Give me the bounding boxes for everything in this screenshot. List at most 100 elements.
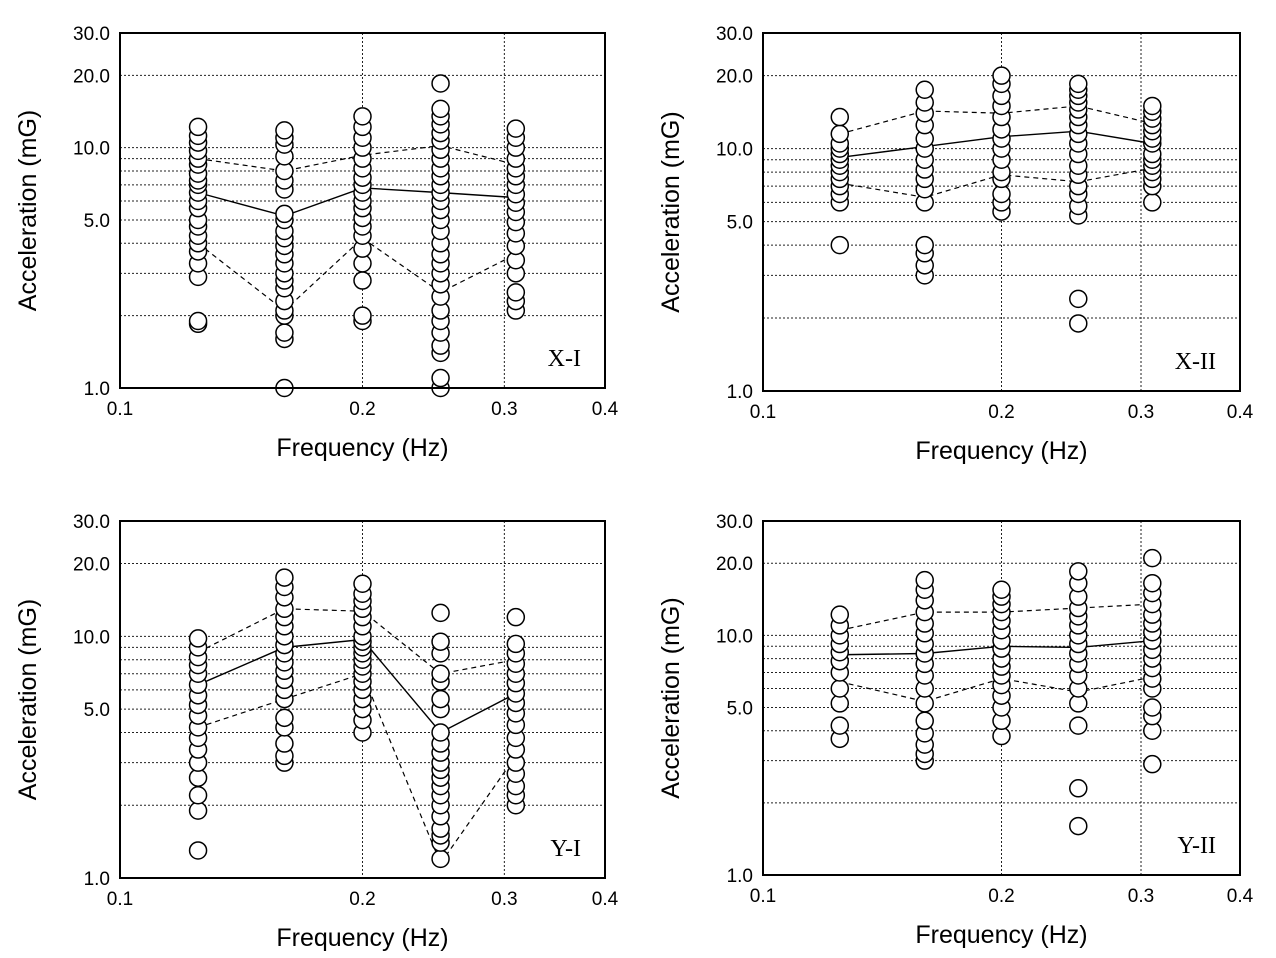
y-tick-label: 1.0 [727, 866, 753, 887]
y-axis-label: Acceleration (mG) [657, 597, 685, 798]
data-point [275, 323, 294, 342]
y-tick-label: 30.0 [73, 512, 110, 533]
data-point [353, 107, 372, 126]
panel-label: Y-II [1177, 833, 1216, 859]
data-point [830, 235, 850, 255]
data-point [830, 716, 850, 735]
data-point [188, 311, 208, 331]
data-point [275, 568, 294, 587]
data-point [1143, 96, 1162, 116]
y-tick-label: 5.0 [727, 213, 753, 234]
data-point [992, 726, 1011, 746]
data-point [1143, 573, 1162, 593]
data-point [275, 708, 294, 728]
x-tick-label: 0.2 [988, 402, 1014, 423]
data-point [275, 734, 294, 753]
y-axis-label: Acceleration (mG) [657, 111, 685, 312]
panel-label: Y-I [550, 836, 581, 862]
data-point [1069, 314, 1088, 333]
data-point [188, 629, 208, 648]
x-tick-label: 0.4 [1227, 402, 1254, 423]
y-tick-label: 30.0 [73, 24, 110, 45]
y-tick-label: 20.0 [716, 67, 753, 88]
data-point [506, 283, 526, 302]
x-tick-label: 0.2 [349, 889, 375, 910]
y-tick-label: 10.0 [716, 626, 753, 647]
data-point [1143, 754, 1162, 774]
y-tick-label: 10.0 [73, 139, 110, 160]
chart-panel-2: 1.0 5.0 10.0 20.0 30.0 0.1 0.2 0.3 0.4 Frequency … [657, 24, 1254, 465]
chart-panel-4: 1.0 5.0 10.0 20.0 30.0 0.1 0.2 0.3 0.4 Frequency … [657, 512, 1254, 949]
y-tick-label: 10.0 [73, 627, 110, 648]
data-point [1069, 816, 1088, 836]
data-point [353, 574, 372, 594]
y-tick-label: 30.0 [716, 24, 753, 45]
data-point [431, 99, 450, 119]
y-tick-label: 1.0 [84, 379, 110, 400]
x-tick-label: 0.2 [349, 399, 375, 420]
data-point [431, 849, 450, 869]
data-point [188, 117, 208, 137]
data-point [431, 632, 450, 651]
chart-panel-1: 1.0 5.0 10.0 20.0 30.0 0.1 0.2 0.3 0.4 Frequency … [14, 24, 619, 462]
chart-panel-3: 1.0 5.0 10.0 20.0 30.0 0.1 0.2 0.3 0.4 Frequency … [14, 512, 619, 952]
data-point [431, 664, 450, 684]
data-point [506, 119, 526, 138]
data-point [1143, 548, 1162, 568]
lower-bound-line [839, 676, 1153, 703]
plot-frame [762, 32, 1241, 392]
data-point [992, 66, 1011, 85]
x-axis-label: Frequency (Hz) [915, 437, 1087, 465]
data-point [188, 785, 208, 805]
y-tick-label: 1.0 [727, 382, 753, 403]
data-point [506, 607, 526, 627]
plot-frame [119, 32, 606, 389]
y-axis-label: Acceleration (mG) [14, 599, 42, 800]
data-point [431, 603, 450, 623]
plot-frame [119, 520, 606, 879]
y-tick-label: 10.0 [716, 140, 753, 161]
data-point [506, 634, 526, 654]
plot-frame [762, 520, 1241, 876]
data-point [353, 306, 372, 325]
y-tick-label: 5.0 [84, 700, 110, 721]
x-axis-label: Frequency (Hz) [276, 434, 448, 462]
y-tick-label: 30.0 [716, 512, 753, 533]
x-tick-label: 0.3 [491, 889, 517, 910]
data-point [1069, 716, 1088, 735]
data-point [1143, 193, 1162, 212]
data-point [1069, 289, 1088, 309]
x-tick-label: 0.1 [107, 399, 133, 420]
data-point [830, 107, 850, 127]
data-point [915, 711, 934, 731]
x-tick-label: 0.4 [592, 889, 619, 910]
data-point [915, 80, 934, 99]
y-axis-label: Acceleration (mG) [14, 110, 42, 311]
y-tick-label: 20.0 [716, 554, 753, 575]
panel-label: X-II [1175, 349, 1216, 375]
y-tick-label: 5.0 [727, 698, 753, 719]
y-tick-label: 5.0 [84, 211, 110, 232]
y-tick-label: 20.0 [73, 555, 110, 576]
data-point [275, 204, 294, 224]
lower-bound-line [197, 237, 517, 312]
x-tick-label: 0.1 [750, 402, 776, 423]
x-tick-label: 0.2 [988, 886, 1014, 907]
x-tick-label: 0.3 [1128, 886, 1154, 907]
x-axis-label: Frequency (Hz) [915, 921, 1087, 949]
data-point [188, 841, 208, 860]
data-point [1069, 562, 1088, 581]
data-point [915, 235, 934, 255]
y-tick-label: 20.0 [73, 66, 110, 87]
data-point [431, 368, 450, 388]
x-tick-label: 0.1 [750, 886, 776, 907]
data-point [431, 723, 450, 742]
x-axis-label: Frequency (Hz) [276, 924, 448, 952]
data-point [915, 570, 934, 590]
x-tick-label: 0.4 [1227, 886, 1254, 907]
x-tick-label: 0.3 [1128, 402, 1154, 423]
panel-label: X-I [548, 346, 581, 372]
data-point [992, 580, 1011, 599]
data-point [1069, 74, 1088, 94]
